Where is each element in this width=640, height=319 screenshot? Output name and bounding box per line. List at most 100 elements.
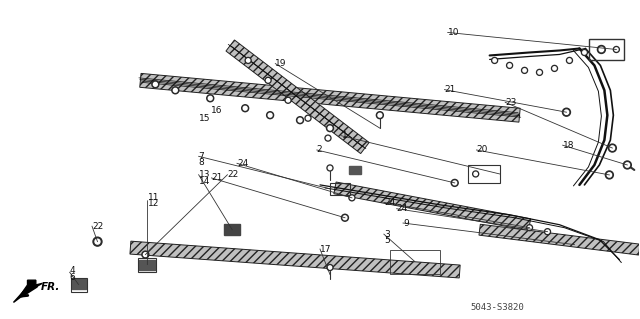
- Circle shape: [296, 117, 303, 124]
- Circle shape: [508, 64, 511, 67]
- Circle shape: [327, 165, 333, 171]
- Circle shape: [285, 97, 291, 103]
- Polygon shape: [13, 288, 33, 302]
- Circle shape: [613, 47, 620, 52]
- Circle shape: [614, 48, 618, 51]
- Circle shape: [242, 105, 249, 112]
- Bar: [224, 224, 240, 235]
- Circle shape: [245, 57, 251, 63]
- Text: 4: 4: [70, 266, 76, 275]
- Text: 16: 16: [211, 106, 223, 115]
- Bar: [468, 165, 500, 183]
- Text: 10: 10: [448, 28, 460, 37]
- Circle shape: [527, 225, 532, 231]
- Polygon shape: [334, 182, 531, 231]
- Circle shape: [298, 118, 302, 122]
- Circle shape: [267, 112, 274, 119]
- Circle shape: [492, 57, 498, 63]
- Bar: [72, 279, 86, 289]
- Text: 21: 21: [211, 174, 223, 182]
- Circle shape: [553, 67, 556, 70]
- Polygon shape: [479, 224, 640, 255]
- Circle shape: [563, 108, 570, 116]
- Circle shape: [207, 95, 214, 102]
- Text: 15: 15: [198, 114, 210, 123]
- Circle shape: [545, 229, 550, 235]
- Circle shape: [566, 57, 572, 63]
- Circle shape: [597, 46, 605, 54]
- Text: 13: 13: [198, 170, 210, 179]
- Circle shape: [568, 59, 571, 62]
- Circle shape: [305, 115, 311, 121]
- Text: 23: 23: [505, 98, 516, 107]
- Circle shape: [326, 137, 330, 140]
- Circle shape: [142, 251, 149, 258]
- Text: 7: 7: [198, 152, 204, 161]
- Circle shape: [451, 179, 458, 186]
- Circle shape: [208, 96, 212, 100]
- Circle shape: [243, 106, 247, 110]
- Circle shape: [342, 214, 348, 221]
- Circle shape: [474, 172, 477, 175]
- Bar: [589, 39, 625, 60]
- Circle shape: [376, 112, 383, 119]
- Text: 24: 24: [237, 159, 248, 168]
- Circle shape: [538, 71, 541, 74]
- Circle shape: [536, 70, 543, 75]
- Circle shape: [143, 253, 147, 256]
- Bar: [349, 166, 361, 174]
- Circle shape: [493, 59, 496, 62]
- Circle shape: [328, 266, 332, 269]
- Circle shape: [507, 63, 513, 68]
- Circle shape: [172, 87, 179, 94]
- Circle shape: [607, 173, 612, 177]
- Text: 21: 21: [445, 85, 456, 94]
- Text: 14: 14: [198, 177, 210, 186]
- Text: 18: 18: [563, 141, 574, 150]
- Circle shape: [610, 146, 614, 150]
- Circle shape: [625, 163, 630, 167]
- Text: 12: 12: [148, 199, 159, 208]
- Circle shape: [609, 144, 616, 152]
- Circle shape: [173, 88, 177, 92]
- Polygon shape: [130, 241, 460, 278]
- Circle shape: [349, 195, 355, 201]
- Circle shape: [287, 99, 290, 102]
- Circle shape: [328, 166, 332, 170]
- Circle shape: [564, 110, 569, 115]
- Circle shape: [327, 264, 333, 271]
- Circle shape: [328, 126, 332, 130]
- Text: 9: 9: [403, 219, 409, 227]
- Circle shape: [605, 171, 613, 179]
- Circle shape: [152, 81, 159, 88]
- Text: 8: 8: [198, 158, 204, 167]
- Polygon shape: [140, 73, 520, 122]
- Text: 5043-S3820: 5043-S3820: [470, 303, 524, 312]
- Circle shape: [552, 65, 557, 71]
- Bar: [70, 278, 86, 293]
- Circle shape: [93, 237, 102, 246]
- Circle shape: [95, 239, 100, 244]
- Circle shape: [623, 161, 631, 169]
- Circle shape: [546, 230, 549, 233]
- Bar: [330, 183, 350, 195]
- Text: 1: 1: [342, 131, 348, 140]
- Circle shape: [523, 69, 526, 72]
- Circle shape: [325, 135, 331, 141]
- Text: 19: 19: [275, 59, 287, 68]
- Bar: [390, 249, 440, 274]
- Circle shape: [246, 59, 250, 62]
- Text: 5: 5: [384, 236, 390, 245]
- Circle shape: [522, 67, 527, 73]
- Text: 22: 22: [227, 170, 239, 179]
- Bar: [138, 257, 156, 271]
- Circle shape: [581, 49, 588, 56]
- Bar: [140, 260, 156, 270]
- Circle shape: [268, 113, 272, 117]
- Circle shape: [378, 113, 382, 117]
- Text: 24: 24: [384, 198, 395, 207]
- Circle shape: [452, 181, 456, 185]
- Text: 3: 3: [384, 230, 390, 239]
- Circle shape: [599, 47, 604, 52]
- Circle shape: [154, 82, 157, 86]
